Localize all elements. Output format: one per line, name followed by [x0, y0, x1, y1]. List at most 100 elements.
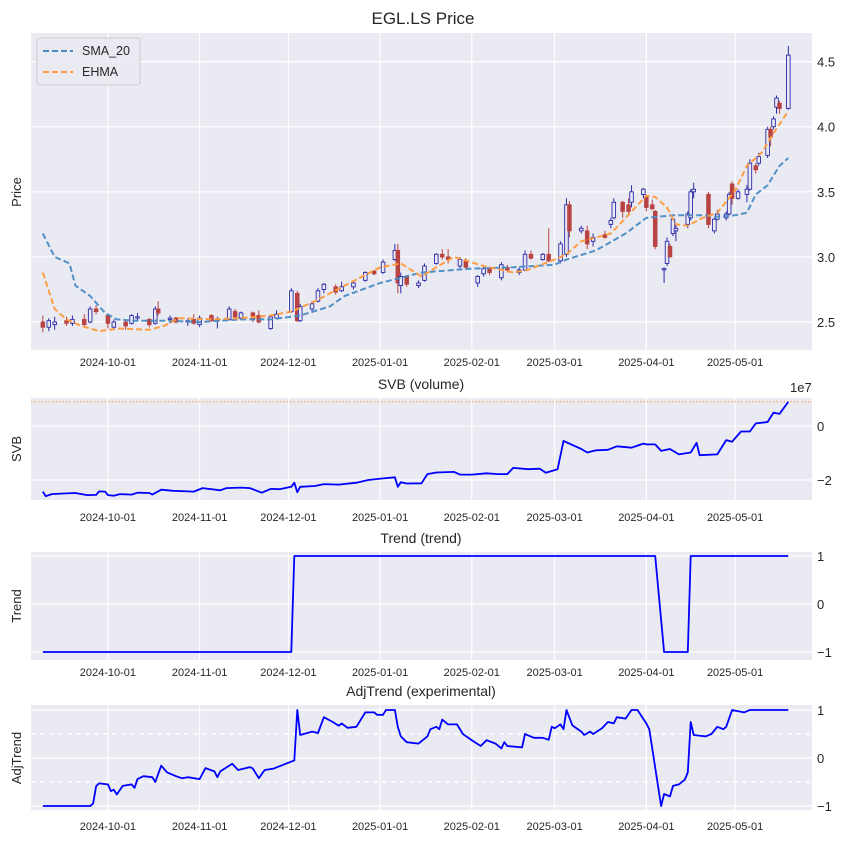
candle-body: [650, 204, 655, 210]
candle-body: [584, 230, 590, 245]
candle-body: [540, 253, 546, 260]
candle-down: [155, 301, 161, 316]
x-tick-label: 2025-04-01: [618, 512, 674, 524]
x-tick-label: 2025-01-01: [352, 667, 408, 679]
series-line-trend: [42, 555, 789, 653]
candle-up: [579, 225, 584, 234]
candle-body: [475, 275, 480, 284]
candle-down: [650, 199, 655, 211]
candle-down: [147, 318, 152, 328]
candle-body: [673, 227, 679, 232]
candle-body: [641, 188, 646, 195]
candle-up: [712, 217, 717, 234]
candle-body: [786, 54, 791, 109]
candle-body: [644, 196, 649, 208]
x-tick-label: 2025-03-01: [526, 821, 582, 833]
x-tick-label: 2025-02-01: [444, 357, 500, 369]
candle-down: [546, 228, 551, 263]
candle-up: [735, 189, 741, 200]
adjtrend-panel: 2024-10-01 2024-11-01 2024-12-01 2025-01-01…: [31, 703, 832, 833]
trend-panel-title: Trend (trend): [380, 530, 461, 546]
candle-down: [81, 314, 87, 326]
candle-down: [232, 308, 238, 319]
candle-up: [416, 280, 421, 289]
candle-body: [289, 290, 294, 313]
candle-up: [238, 311, 244, 320]
x-tick-label: 2025-05-01: [707, 357, 763, 369]
candle-down: [706, 191, 711, 229]
candle-body: [567, 204, 572, 232]
candle-up: [765, 126, 770, 158]
candle-body: [688, 191, 693, 219]
candle-body: [691, 188, 696, 193]
candle-up: [629, 185, 634, 208]
candle-body: [661, 268, 667, 271]
candle-up: [673, 224, 679, 242]
candle-body: [579, 227, 584, 232]
candle-down: [620, 200, 625, 218]
candle-body: [771, 118, 776, 128]
svb-plot-area: [31, 398, 812, 500]
x-tick-label: 2024-12-01: [260, 667, 316, 679]
x-tick-label: 2025-04-01: [618, 667, 674, 679]
candle-body: [712, 218, 717, 232]
candle-body: [667, 246, 673, 258]
x-tick-label: 2024-12-01: [260, 821, 316, 833]
candle-body: [685, 213, 691, 225]
candle-down: [371, 269, 377, 276]
candle-body: [111, 321, 117, 328]
candle-body: [756, 156, 762, 164]
candle-up: [641, 187, 646, 199]
candle-down: [395, 243, 401, 294]
candle-body: [123, 321, 128, 327]
candle-body: [670, 218, 676, 234]
candle-body: [558, 243, 563, 262]
legend-box: [36, 37, 141, 86]
candle-body: [434, 253, 439, 264]
candle-body: [398, 275, 404, 287]
adjtrend-ylabel: AdjTrend: [9, 732, 24, 784]
trend-panel: 2024-10-01 2024-11-01 2024-12-01 2025-01-01…: [31, 549, 832, 679]
x-tick-label: 2024-10-01: [80, 357, 136, 369]
candle-body: [629, 191, 634, 203]
candle-body: [753, 165, 759, 171]
x-tick-label: 2024-10-01: [80, 821, 136, 833]
candle-body: [439, 253, 445, 258]
candle-body: [64, 320, 69, 324]
candle-up: [774, 95, 779, 114]
candle-body: [626, 204, 631, 212]
candle-up: [499, 262, 504, 281]
trend-plot-area: [31, 552, 812, 660]
candle-up: [315, 288, 321, 303]
x-tick-label: 2024-12-01: [260, 357, 316, 369]
candle-body: [652, 210, 658, 247]
legend-ehma-label: EHMA: [82, 65, 119, 79]
candle-body: [487, 268, 492, 273]
candle-up: [771, 116, 776, 130]
candle-up: [268, 315, 273, 330]
candle-up: [46, 318, 52, 332]
candle-body: [46, 320, 52, 328]
y-tick-label: −1: [817, 799, 832, 814]
candle-down: [567, 200, 572, 238]
candle-up: [87, 306, 93, 324]
candle-up: [129, 314, 134, 325]
candle-body: [167, 317, 173, 320]
candle-body: [40, 321, 46, 328]
candle-down: [93, 305, 99, 315]
x-tick-label: 2024-11-01: [172, 512, 227, 524]
candle-body: [147, 318, 152, 326]
candle-up: [608, 217, 614, 229]
candle-down: [439, 249, 445, 260]
candle-down: [40, 315, 46, 333]
candle-body: [395, 249, 401, 284]
x-tick-label: 2024-11-01: [172, 821, 227, 833]
candle-down: [667, 243, 673, 258]
y-tick-label: 4.0: [817, 120, 835, 135]
candle-up: [167, 315, 173, 324]
candle-up: [135, 312, 140, 321]
candle-down: [584, 225, 590, 250]
y-tick-label: 2.5: [817, 315, 835, 330]
x-tick-label: 2025-02-01: [444, 667, 500, 679]
